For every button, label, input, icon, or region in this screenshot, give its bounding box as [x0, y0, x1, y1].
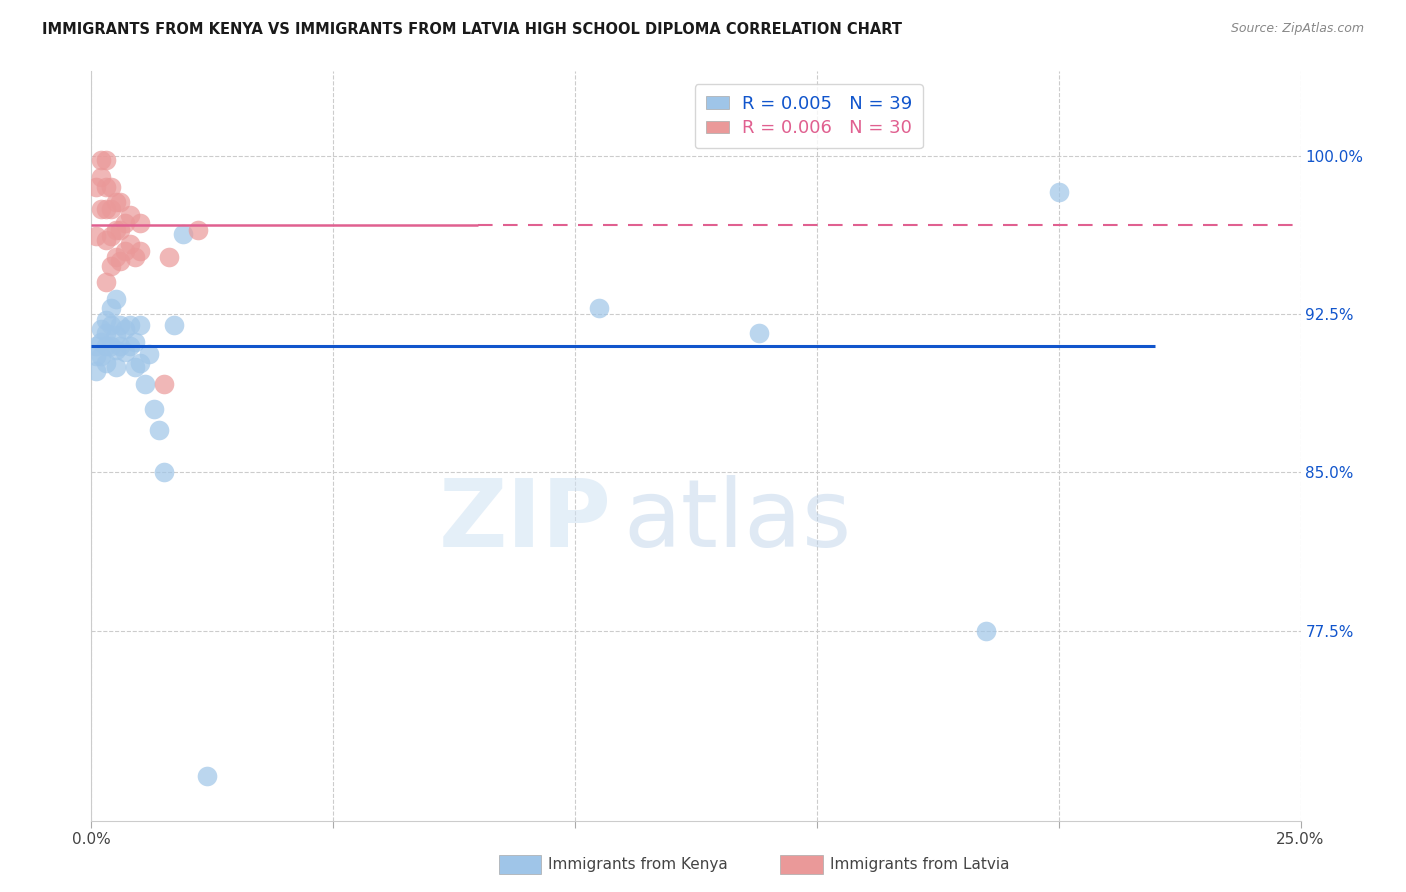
- Point: [94, 233, 117, 247]
- Point: [90, 169, 112, 184]
- Point: [94, 339, 117, 353]
- Point: [172, 227, 194, 241]
- Point: [94, 180, 117, 194]
- Point: [100, 339, 122, 353]
- Point: [128, 318, 150, 332]
- Point: [120, 339, 142, 353]
- Point: [110, 339, 132, 353]
- Point: [104, 293, 127, 307]
- Point: [138, 347, 160, 361]
- Point: [84, 349, 107, 363]
- Point: [104, 195, 127, 210]
- Point: [110, 254, 132, 268]
- Text: Immigrants from Latvia: Immigrants from Latvia: [830, 857, 1010, 871]
- Point: [148, 423, 170, 437]
- Point: [124, 359, 146, 374]
- Text: ZIP: ZIP: [439, 475, 612, 567]
- Point: [84, 339, 107, 353]
- Point: [90, 334, 112, 349]
- Point: [1047, 185, 1070, 199]
- Point: [120, 208, 142, 222]
- Point: [84, 364, 107, 378]
- Point: [104, 343, 127, 357]
- Point: [114, 216, 136, 230]
- Point: [128, 216, 150, 230]
- Text: Immigrants from Kenya: Immigrants from Kenya: [548, 857, 728, 871]
- Point: [124, 250, 146, 264]
- Point: [90, 349, 112, 363]
- Point: [100, 259, 122, 273]
- Point: [588, 301, 610, 315]
- Point: [114, 244, 136, 258]
- Point: [197, 769, 219, 783]
- Point: [104, 250, 127, 264]
- Point: [90, 153, 112, 167]
- Point: [100, 301, 122, 315]
- Point: [134, 376, 156, 391]
- Point: [153, 376, 176, 391]
- Point: [187, 222, 209, 236]
- Point: [153, 466, 176, 480]
- Point: [94, 326, 117, 340]
- Point: [748, 326, 770, 340]
- Text: IMMIGRANTS FROM KENYA VS IMMIGRANTS FROM LATVIA HIGH SCHOOL DIPLOMA CORRELATION : IMMIGRANTS FROM KENYA VS IMMIGRANTS FROM…: [42, 22, 903, 37]
- Point: [104, 328, 127, 343]
- Point: [128, 356, 150, 370]
- Legend: R = 0.005   N = 39, R = 0.006   N = 30: R = 0.005 N = 39, R = 0.006 N = 30: [695, 84, 922, 148]
- Point: [94, 202, 117, 216]
- Point: [110, 318, 132, 332]
- Point: [162, 318, 184, 332]
- Point: [143, 402, 166, 417]
- Point: [120, 318, 142, 332]
- Text: Source: ZipAtlas.com: Source: ZipAtlas.com: [1230, 22, 1364, 36]
- Point: [157, 250, 180, 264]
- Point: [104, 359, 127, 374]
- Point: [90, 202, 112, 216]
- Point: [974, 624, 997, 638]
- Point: [94, 356, 117, 370]
- Point: [120, 237, 142, 252]
- Text: atlas: atlas: [623, 475, 852, 567]
- Point: [84, 229, 107, 244]
- Point: [124, 334, 146, 349]
- Point: [114, 345, 136, 359]
- Point: [100, 202, 122, 216]
- Point: [128, 244, 150, 258]
- Point: [90, 322, 112, 336]
- Point: [114, 322, 136, 336]
- Point: [94, 276, 117, 290]
- Point: [84, 180, 107, 194]
- Point: [100, 180, 122, 194]
- Point: [110, 222, 132, 236]
- Point: [104, 222, 127, 236]
- Point: [100, 318, 122, 332]
- Point: [94, 313, 117, 327]
- Point: [100, 229, 122, 244]
- Point: [94, 153, 117, 167]
- Point: [110, 195, 132, 210]
